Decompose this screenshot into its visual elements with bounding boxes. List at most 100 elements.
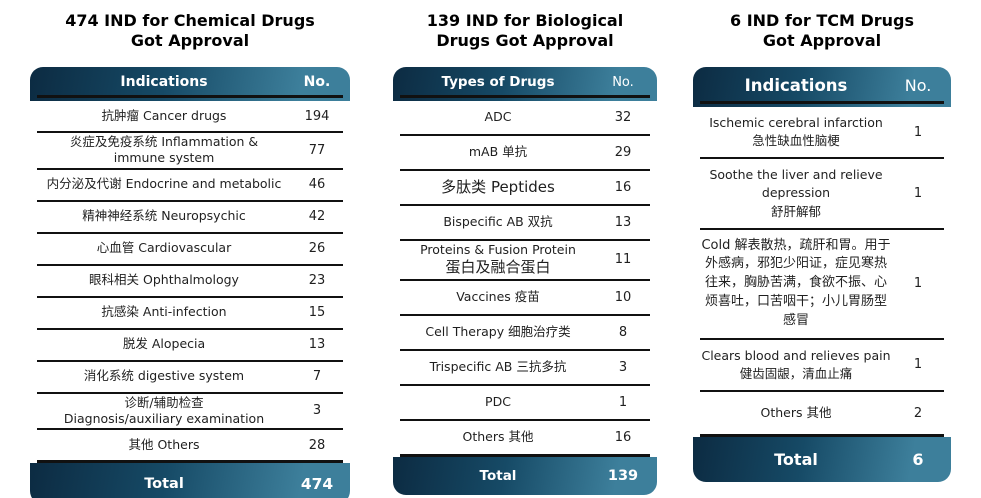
row-value: 8 <box>618 324 628 340</box>
total-label: Total <box>479 467 517 484</box>
row-value: 28 <box>308 437 326 453</box>
row-value: 3 <box>618 359 628 375</box>
row-label: 多肽类 Peptides <box>441 177 555 196</box>
table-header: Indications No. <box>693 67 951 107</box>
row-label: Cell Therapy 细胞治疗类 <box>425 324 571 340</box>
row-value: 77 <box>308 142 326 158</box>
row-label: PDC <box>485 394 511 410</box>
table-row: Ischemic cerebral infarction 急性缺血性脑梗 1 <box>700 107 944 160</box>
table-row: Soothe the liver and relieve depression 舒… <box>700 159 944 230</box>
tcm-table-title: 6 IND for TCM Drugs Got Approval <box>693 8 951 67</box>
table-total-row: Total 139 <box>393 456 657 495</box>
chemical-drugs-table: 474 IND for Chemical Drugs Got Approval … <box>30 8 350 498</box>
total-value: 139 <box>607 467 639 484</box>
header-divider-line <box>700 101 944 104</box>
row-value: 23 <box>308 273 326 288</box>
row-value: 1 <box>618 394 628 410</box>
row-label: 内分泌及代谢 Endocrine and metabolic <box>46 176 282 192</box>
row-label: Trispecific AB 三抗多抗 <box>429 359 567 375</box>
row-value: 11 <box>614 252 632 268</box>
title-line: Got Approval <box>762 30 882 50</box>
row-label: mAB 单抗 <box>468 144 528 160</box>
title-line: 474 IND for Chemical Drugs <box>65 11 315 30</box>
table-row: Trispecific AB 三抗多抗 3 <box>400 351 650 386</box>
table-row: Proteins & Fusion Protein 蛋白及融合蛋白 11 <box>400 241 650 281</box>
row-value: 16 <box>614 429 632 445</box>
table-body: 抗肿瘤 Cancer drugs 194 炎症及免疫系统 Inflammatio… <box>30 101 350 463</box>
chemical-table-title: 474 IND for Chemical Drugs Got Approval <box>30 8 350 67</box>
row-label: ADC <box>484 109 512 125</box>
header-divider-line <box>400 95 650 98</box>
table-row: 炎症及免疫系统 Inflammation & immune system 77 <box>37 133 343 170</box>
row-value: 10 <box>614 289 632 305</box>
row-value: 15 <box>308 305 326 320</box>
column-header-no: No. <box>904 75 932 95</box>
table-total-row: Total 474 <box>30 463 350 498</box>
row-label: Cold 解表散热，疏肝和胃。用于外感病，邪犯少阳证，症见寒热往来，胸胁苦满，食… <box>701 237 891 328</box>
header-divider-line <box>37 95 343 98</box>
table-header: Indications No. <box>30 67 350 101</box>
total-label: Total <box>774 450 818 470</box>
row-label: Others 其他 <box>462 429 534 445</box>
row-label: 精神神经系统 Neuropsychic <box>82 208 246 224</box>
total-value: 6 <box>912 450 924 470</box>
table-row: 心血管 Cardiovascular 26 <box>37 234 343 266</box>
row-value: 46 <box>308 177 326 192</box>
row-label: Ischemic cerebral infarction 急性缺血性脑梗 <box>709 115 883 149</box>
title-line: Got Approval <box>130 30 250 50</box>
row-value: 13 <box>614 215 632 230</box>
table-row: 眼科相关 Ophthalmology 23 <box>37 266 343 298</box>
table-row: ADC 32 <box>400 101 650 136</box>
table-row: Cold 解表散热，疏肝和胃。用于外感病，邪犯少阳证，症见寒热往来，胸胁苦满，食… <box>700 230 944 340</box>
table-body: Ischemic cerebral infarction 急性缺血性脑梗 1 So… <box>693 107 951 438</box>
row-label: Clears blood and relieves pain 健齿固龈，清血止痛 <box>701 347 891 381</box>
row-label: 脱发 Alopecia <box>122 336 206 352</box>
title-line: 6 IND for TCM Drugs <box>730 11 914 30</box>
row-label: 心血管 Cardiovascular <box>96 240 232 256</box>
table-row: 其他 Others 28 <box>37 430 343 463</box>
biological-drugs-table: 139 IND for Biological Drugs Got Approva… <box>393 8 657 495</box>
table-row: 脱发 Alopecia 13 <box>37 330 343 362</box>
row-label: 眼科相关 Ophthalmology <box>89 272 239 288</box>
table-row: Cell Therapy 细胞治疗类 8 <box>400 316 650 351</box>
table-row: 消化系统 digestive system 7 <box>37 362 343 394</box>
row-value: 13 <box>308 337 326 352</box>
table-row: 精神神经系统 Neuropsychic 42 <box>37 202 343 234</box>
table-row: 抗肿瘤 Cancer drugs 194 <box>37 101 343 133</box>
row-value: 3 <box>312 403 322 419</box>
row-value: 1 <box>913 185 923 201</box>
row-value: 1 <box>913 124 923 140</box>
column-header-indications: Indications <box>744 75 848 95</box>
column-header-no: No. <box>612 74 634 90</box>
row-value: 16 <box>614 180 632 195</box>
row-label: 其他 Others <box>128 436 200 452</box>
row-value: 42 <box>308 209 326 224</box>
table-row: Clears blood and relieves pain 健齿固龈，清血止痛 … <box>700 340 944 393</box>
row-label: Others 其他 <box>760 405 832 421</box>
total-label: Total <box>144 475 184 492</box>
row-label: 诊断/辅助检查 Diagnosis/auxiliary examination <box>63 394 265 426</box>
table-row: Bispecific AB 双抗 13 <box>400 206 650 241</box>
table-row: PDC 1 <box>400 386 650 421</box>
table-row: mAB 单抗 29 <box>400 136 650 171</box>
row-label: 抗肿瘤 Cancer drugs <box>101 107 227 123</box>
row-label: 消化系统 digestive system <box>83 368 245 384</box>
title-line: Drugs Got Approval <box>436 30 614 50</box>
table-row: 内分泌及代谢 Endocrine and metabolic 46 <box>37 170 343 202</box>
row-value: 194 <box>304 108 330 124</box>
table-row: 抗感染 Anti-infection 15 <box>37 298 343 330</box>
title-line: 139 IND for Biological <box>426 11 624 30</box>
table-row: Vaccines 疫苗 10 <box>400 281 650 316</box>
column-header-no: No. <box>303 74 331 90</box>
row-label: Vaccines 疫苗 <box>456 289 540 305</box>
row-value: 26 <box>308 241 326 256</box>
tcm-drugs-table: 6 IND for TCM Drugs Got Approval Indicat… <box>693 8 951 483</box>
row-value: 1 <box>913 276 923 292</box>
column-header-indications: Indications <box>120 74 208 90</box>
row-label: Proteins & Fusion Protein 蛋白及融合蛋白 <box>420 242 576 277</box>
table-row: 诊断/辅助检查 Diagnosis/auxiliary examination 3 <box>37 394 343 430</box>
row-value: 29 <box>614 145 632 160</box>
total-value: 474 <box>300 474 334 493</box>
row-label: Soothe the liver and relieve depression 舒… <box>709 167 883 219</box>
